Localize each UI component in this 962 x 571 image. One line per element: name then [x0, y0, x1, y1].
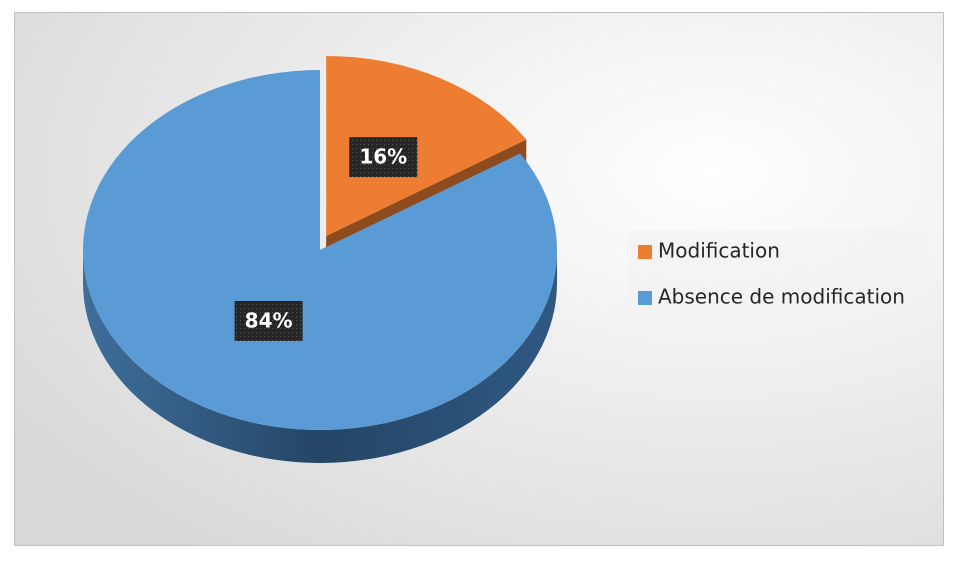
data-label: 84% — [245, 308, 293, 332]
pie: 16% 84% — [82, 55, 557, 463]
legend-swatch — [638, 291, 652, 305]
data-label-box — [349, 137, 418, 178]
legend-box — [628, 230, 923, 326]
legend-label: Modification — [658, 239, 780, 263]
slice-side — [83, 250, 557, 463]
legend: Modification Absence de modification — [628, 230, 923, 326]
data-label-box — [234, 300, 303, 341]
legend-label: Absence de modification — [658, 285, 905, 309]
pie-slice — [82, 70, 557, 430]
data-label: 16% — [359, 145, 407, 169]
legend-swatch — [638, 245, 652, 259]
pie-slice — [326, 55, 527, 236]
